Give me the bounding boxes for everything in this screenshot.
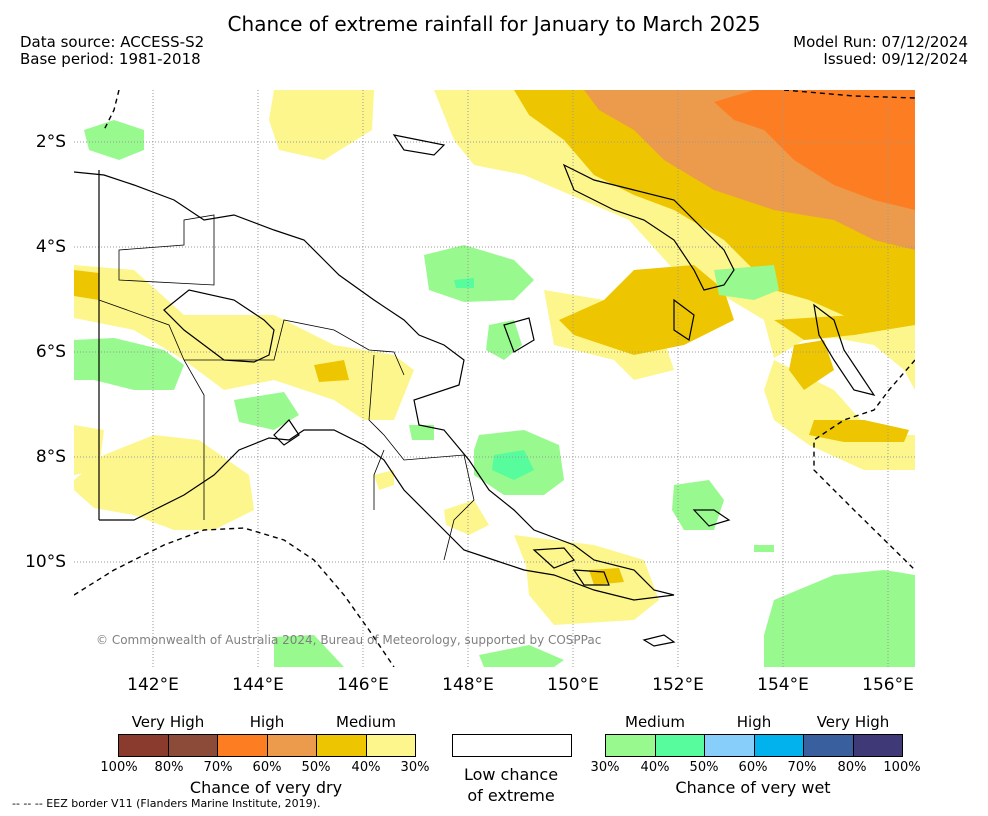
lon-label: 150°E xyxy=(547,675,599,695)
model-run-label: Model Run: 07/12/2024 xyxy=(793,33,968,51)
lon-label: 144°E xyxy=(232,675,284,695)
wet-pct: 70% xyxy=(787,760,817,775)
lon-label: 156°E xyxy=(862,675,914,695)
lat-label: 2°S xyxy=(35,132,66,152)
wet-level-very-high: Very High xyxy=(816,713,890,731)
lon-label: 154°E xyxy=(757,675,809,695)
dry-pct: 50% xyxy=(301,760,331,775)
wet-colorbar xyxy=(605,734,903,757)
wet-swatch xyxy=(803,735,853,756)
dry-swatch xyxy=(119,735,168,756)
wet-medium-areas xyxy=(454,278,534,480)
graticule xyxy=(74,90,915,667)
dry-pct: 60% xyxy=(252,760,282,775)
chart-title: Chance of extreme rainfall for January t… xyxy=(227,12,761,36)
dry-swatch xyxy=(365,735,415,756)
wet-swatch xyxy=(606,735,655,756)
copyright-note: © Commonwealth of Australia 2024, Bureau… xyxy=(96,633,602,647)
dry-pct: 70% xyxy=(203,760,233,775)
dry-swatch xyxy=(167,735,217,756)
lat-label: 8°S xyxy=(35,447,66,467)
map-svg xyxy=(74,90,915,667)
wet-pct: 80% xyxy=(837,760,867,775)
dry-level-very-high: Very High xyxy=(131,713,205,731)
wet-swatch xyxy=(704,735,754,756)
dry-pct: 30% xyxy=(400,760,430,775)
wet-swatch xyxy=(852,735,902,756)
dry-colorbar xyxy=(118,734,416,757)
coastlines xyxy=(74,134,876,647)
wet-pct: 60% xyxy=(738,760,768,775)
wet-pct: 40% xyxy=(640,760,670,775)
low-caption-line1: Low chance xyxy=(463,765,559,784)
lat-label: 10°S xyxy=(25,552,66,572)
dry-swatch xyxy=(266,735,316,756)
lon-label: 142°E xyxy=(127,675,179,695)
wet-swatch xyxy=(753,735,803,756)
lon-label: 148°E xyxy=(442,675,494,695)
lon-label: 146°E xyxy=(337,675,389,695)
eez-border xyxy=(74,90,915,667)
dry-pct: 80% xyxy=(154,760,184,775)
province-borders xyxy=(98,214,475,561)
dry-level-high: High xyxy=(249,713,285,731)
dry-level-medium: Medium xyxy=(336,713,396,731)
wet-pct: 100% xyxy=(883,760,921,775)
dry-highest-area xyxy=(714,90,915,210)
wet-pct: 30% xyxy=(590,760,620,775)
lon-label: 152°E xyxy=(652,675,704,695)
dry-swatch xyxy=(217,735,267,756)
lat-label: 4°S xyxy=(35,237,66,257)
low-caption-line2: of extreme xyxy=(467,786,555,805)
dry-pct: 100% xyxy=(100,760,138,775)
wet-caption: Chance of very wet xyxy=(675,778,831,797)
wet-swatch xyxy=(654,735,704,756)
wet-level-high: High xyxy=(736,713,772,731)
map-panel[interactable] xyxy=(74,90,915,667)
issued-label: Issued: 09/12/2024 xyxy=(823,50,968,68)
base-period-label: Base period: 1981-2018 xyxy=(20,50,201,68)
dry-swatch xyxy=(316,735,366,756)
low-chance-swatch xyxy=(452,734,572,757)
dry-pct: 40% xyxy=(351,760,381,775)
low-chance-caption: Low chance of extreme xyxy=(430,764,592,806)
meta-left: Data source: ACCESS-S2 Base period: 1981… xyxy=(20,34,204,68)
wet-level-medium: Medium xyxy=(625,713,685,731)
wet-pct: 50% xyxy=(689,760,719,775)
eez-note: -- -- -- EEZ border V11 (Flanders Marine… xyxy=(12,797,321,810)
wet-medium-light-areas xyxy=(74,120,915,667)
lat-label: 6°S xyxy=(35,342,66,362)
meta-right: Model Run: 07/12/2024 Issued: 09/12/2024 xyxy=(793,34,968,68)
data-source-label: Data source: ACCESS-S2 xyxy=(20,33,205,51)
dry-caption: Chance of very dry xyxy=(189,778,343,797)
